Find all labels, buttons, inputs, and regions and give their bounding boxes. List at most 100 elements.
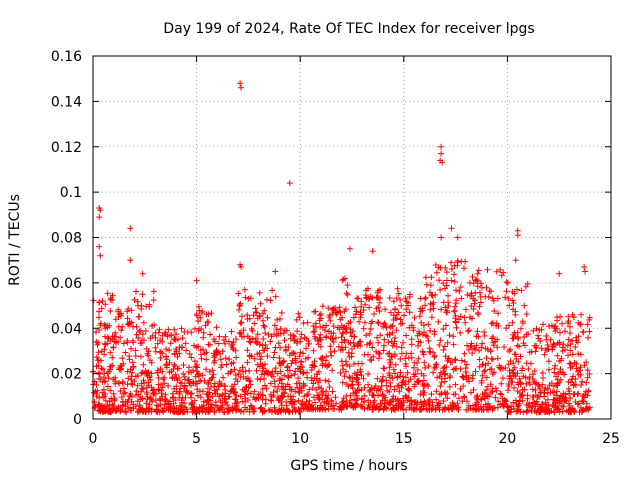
data-point — [138, 388, 144, 395]
data-point — [490, 342, 497, 349]
data-point — [135, 313, 142, 320]
data-point — [163, 364, 170, 371]
data-point — [339, 379, 346, 386]
data-point — [228, 360, 235, 367]
data-point — [232, 396, 239, 403]
data-point — [227, 406, 234, 413]
data-point — [405, 302, 411, 309]
data-point — [107, 387, 114, 394]
data-point — [296, 353, 303, 360]
data-point — [360, 307, 367, 313]
data-point — [556, 358, 563, 364]
data-point — [342, 306, 349, 313]
data-point — [161, 374, 168, 381]
data-point — [450, 333, 457, 340]
data-point — [295, 397, 302, 404]
data-point — [154, 369, 161, 376]
data-point — [273, 326, 280, 333]
data-point — [317, 343, 324, 350]
data-point — [541, 351, 548, 358]
data-point — [361, 398, 367, 405]
data-point — [226, 338, 232, 345]
data-point — [465, 328, 471, 335]
data-point — [311, 333, 318, 340]
data-point — [428, 391, 435, 398]
data-point — [272, 268, 279, 275]
data-point — [176, 389, 183, 395]
data-point — [474, 328, 481, 335]
data-point — [330, 323, 337, 330]
data-point — [188, 354, 195, 361]
data-point — [361, 392, 368, 399]
data-point — [311, 328, 318, 335]
data-point — [488, 320, 495, 327]
data-point — [97, 252, 104, 259]
data-point — [436, 277, 443, 284]
data-point — [571, 408, 578, 415]
data-point — [233, 336, 239, 342]
data-point — [511, 384, 517, 391]
data-point — [287, 335, 294, 342]
data-point — [104, 334, 111, 341]
data-point — [176, 374, 182, 381]
data-point — [580, 398, 587, 405]
data-point — [467, 343, 474, 350]
data-point — [567, 364, 574, 371]
data-point — [325, 378, 332, 385]
data-point — [339, 401, 346, 408]
data-point — [250, 408, 257, 415]
data-point — [184, 329, 191, 335]
data-point — [422, 274, 429, 281]
data-point — [442, 264, 449, 271]
data-point — [338, 322, 345, 329]
data-point — [512, 257, 519, 264]
data-point — [203, 356, 210, 363]
data-point — [399, 320, 406, 327]
data-point — [117, 334, 124, 341]
data-point — [495, 310, 502, 317]
data-point — [295, 310, 302, 317]
data-point — [419, 348, 426, 355]
data-point — [99, 298, 106, 304]
data-point — [521, 302, 528, 309]
data-point — [335, 343, 342, 350]
data-point — [243, 375, 250, 382]
data-point — [383, 405, 390, 412]
data-point — [93, 338, 100, 345]
data-point — [134, 398, 141, 405]
data-point — [532, 403, 539, 410]
data-point — [246, 338, 253, 345]
data-point — [261, 323, 268, 330]
data-point — [415, 328, 422, 335]
data-point — [190, 380, 197, 387]
data-point — [400, 373, 407, 380]
y-tick-label: 0.14 — [51, 94, 82, 110]
data-point — [102, 340, 108, 347]
data-point — [438, 143, 445, 150]
data-point — [572, 344, 579, 350]
data-point — [154, 340, 161, 347]
data-point — [322, 377, 329, 384]
data-point — [358, 298, 365, 305]
data-point — [149, 398, 155, 405]
data-point — [323, 333, 330, 340]
data-point — [541, 393, 548, 400]
data-point — [166, 347, 173, 354]
data-point — [95, 349, 102, 356]
data-point — [139, 385, 146, 392]
data-point — [218, 361, 225, 368]
data-point — [160, 409, 167, 416]
data-point — [553, 388, 560, 395]
data-point — [118, 327, 125, 334]
data-point — [152, 334, 159, 341]
data-point — [357, 366, 364, 373]
data-point — [523, 360, 530, 367]
data-point — [348, 382, 355, 389]
y-tick-label: 0.04 — [51, 321, 82, 337]
data-point — [181, 373, 188, 380]
data-point — [390, 366, 397, 373]
data-point — [275, 397, 282, 404]
data-point — [452, 357, 459, 364]
data-point — [477, 280, 484, 287]
data-point — [427, 306, 434, 313]
